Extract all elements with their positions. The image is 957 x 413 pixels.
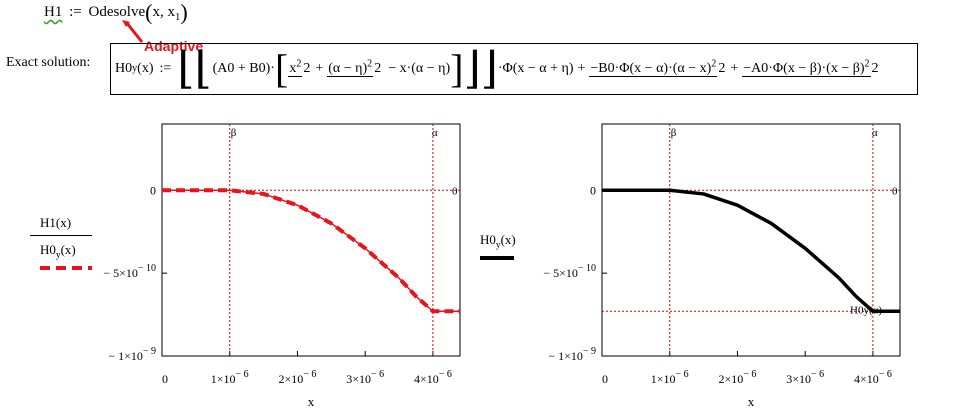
left-plot-x-tick-label: 1×10− 6 (211, 369, 249, 386)
fraction-term3: −A0·Φ(x − β)·(x − β)2 2 (742, 58, 879, 78)
close-paren: ) (180, 0, 188, 25)
right-plot-x-tick-label: 1×10− 6 (651, 369, 689, 386)
left-legend[interactable]: H1(x) H0y(x) (30, 215, 92, 272)
right-plot-frame (601, 123, 901, 357)
fraction-alpha-eta-squared: (α − η)2 2 (327, 58, 382, 78)
arg-comma: , (159, 4, 168, 20)
right-plot-x-tick-label: 4×10− 6 (854, 369, 892, 386)
left-plot-x-tick-label: 4×10− 6 (414, 369, 452, 386)
legend-swatch-solid-black (480, 256, 514, 260)
right-plot-xlabel: x (748, 394, 755, 409)
plus-operator: + (577, 61, 586, 76)
right-plot-y-tick-label: 0 (590, 183, 596, 197)
legend-entry-h0y: H0y(x) (40, 242, 76, 261)
left-plot-frame (161, 123, 461, 357)
right-plot-zero-right-label: 0 (892, 185, 898, 197)
right-plot-x-tick-label: 3×10− 6 (786, 369, 824, 386)
left-plot-x-tick-label: 2×10− 6 (278, 369, 316, 386)
left-plot-beta-label: β (231, 127, 237, 139)
exact-solution-label: Exact solution: (6, 55, 91, 70)
left-plot-zero-right-label: 0 (452, 185, 458, 197)
h1-variable: H1 (44, 4, 63, 20)
term1-coefficient: (A0 + B0)· (212, 61, 275, 76)
right-plot-x-tick-label: 0 (602, 372, 608, 386)
left-plot-y-tick-label: − 1×10− 9 (108, 346, 156, 363)
right-plot-y-tick-label: − 1×10− 9 (548, 346, 596, 363)
right-plot-alpha-label: α (872, 127, 878, 139)
right-plot-x-tick-label: 2×10− 6 (718, 369, 756, 386)
assign-operator: := (159, 61, 172, 76)
odesolve-arg-x: x (152, 4, 160, 20)
left-plot-y-tick-label: 0 (150, 183, 156, 197)
left-plot-alpha-label: α (432, 127, 438, 139)
open-paren: ( (145, 0, 153, 25)
right-plot-y-tick-label: − 5×10− 10 (543, 263, 596, 280)
plus-operator: + (315, 61, 324, 76)
h0y-lhs: H0 y (x) (115, 61, 154, 76)
adaptive-pointer-arrow (122, 20, 144, 43)
left-plot-x-tick-label: 3×10− 6 (346, 369, 384, 386)
term1-tail: − x·(α − η) (388, 61, 451, 76)
left-plot-y-tick-label: − 5×10− 10 (103, 263, 156, 280)
fraction-x-squared: x2 2 (288, 58, 311, 78)
assign-operator: := (69, 4, 82, 20)
phi-step-term1: ·Φ(x − α + η) (497, 61, 574, 76)
fraction-term2: −B0·Φ(x − α)·(α − x)2 2 (589, 58, 726, 78)
left-plot-x-tick-label: 0 (162, 372, 168, 386)
odesolve-definition[interactable]: H1 := Odesolve(x, x1) (44, 1, 188, 23)
plus-operator: + (730, 61, 739, 76)
left-plot-series-1 (162, 188, 460, 314)
left-plot-xlabel: x (308, 394, 315, 409)
right-plot-beta-label: β (671, 127, 677, 139)
legend-entry-h0y-right: H0y(x) (480, 232, 516, 251)
right-legend[interactable]: H0y(x) (480, 232, 516, 262)
legend-entry-h1: H1(x) (30, 215, 92, 236)
arg-subscript: 1 (174, 11, 181, 23)
odesolve-function: Odesolve (88, 4, 146, 20)
right-plot-h0-alpha-label: H0y(α) (850, 304, 882, 316)
legend-swatch-dashed-red (40, 266, 92, 270)
right-plot-series-0 (602, 188, 900, 314)
solver-adaptive-label[interactable]: Adaptive (144, 38, 204, 54)
exact-solution-equation[interactable]: H0 y (x) := ⌊⌊ (A0 + B0)· [ x2 2 + (α − η)… (110, 43, 918, 95)
odesolve-arg-x1: x (167, 4, 175, 20)
